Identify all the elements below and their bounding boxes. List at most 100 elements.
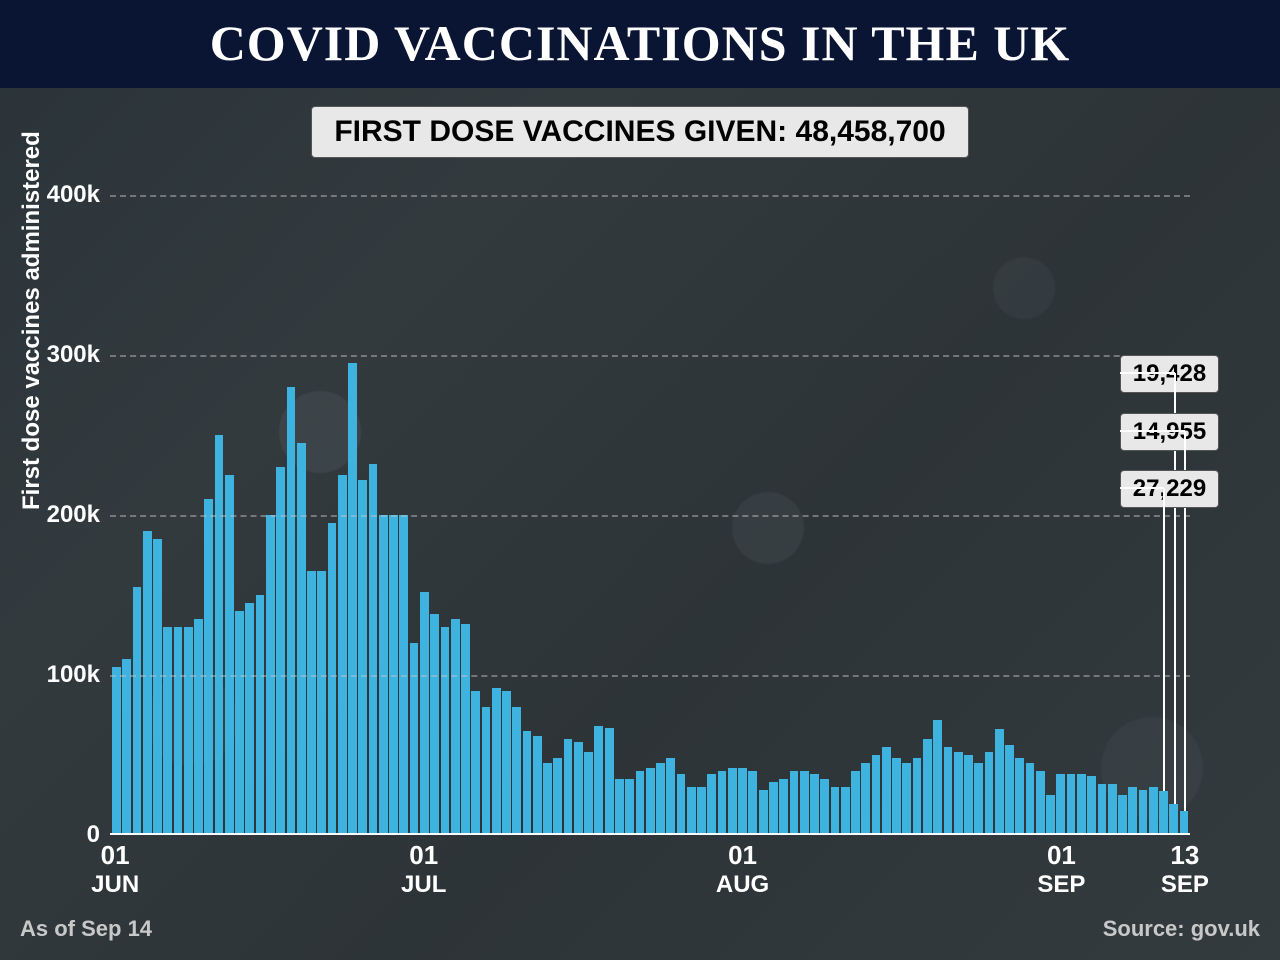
bar xyxy=(410,643,419,835)
bar xyxy=(1149,787,1158,835)
gridline xyxy=(110,195,1190,197)
bar xyxy=(163,627,172,835)
bar xyxy=(584,752,593,835)
bar xyxy=(800,771,809,835)
bar xyxy=(348,363,357,835)
bar xyxy=(1036,771,1045,835)
bar xyxy=(564,739,573,835)
y-tick-label: 400k xyxy=(47,181,100,209)
bar xyxy=(512,707,521,835)
bar xyxy=(338,475,347,835)
x-axis-line xyxy=(110,833,1190,835)
y-tick-label: 200k xyxy=(47,501,100,529)
bar xyxy=(1026,763,1035,835)
bar xyxy=(697,787,706,835)
bar xyxy=(1180,811,1189,835)
bar xyxy=(1139,790,1148,835)
bar xyxy=(769,782,778,835)
bar xyxy=(317,571,326,835)
bar xyxy=(1108,784,1117,835)
bar xyxy=(143,531,152,835)
bar xyxy=(718,771,727,835)
bar xyxy=(687,787,696,835)
bar xyxy=(523,731,532,835)
bar xyxy=(728,768,737,835)
bar xyxy=(543,763,552,835)
bar xyxy=(810,774,819,835)
bar xyxy=(1077,774,1086,835)
callout-leader xyxy=(1120,372,1175,374)
subtitle-wrap: FIRST DOSE VACCINES GIVEN: 48,458,700 xyxy=(0,106,1280,158)
footer-source: Source: gov.uk xyxy=(1103,916,1260,942)
bar xyxy=(974,763,983,835)
bar xyxy=(1015,758,1024,835)
bar xyxy=(174,627,183,835)
bar xyxy=(122,659,131,835)
bar xyxy=(235,611,244,835)
bar xyxy=(656,763,665,835)
bar xyxy=(851,771,860,835)
bar xyxy=(153,539,162,835)
bar xyxy=(1098,784,1107,835)
bar xyxy=(882,747,891,835)
subtitle-badge: FIRST DOSE VACCINES GIVEN: 48,458,700 xyxy=(311,106,968,158)
y-tick-label: 100k xyxy=(47,661,100,689)
bar xyxy=(1159,791,1168,835)
bar xyxy=(1046,795,1055,835)
bar xyxy=(369,464,378,835)
infographic-container: COVID VACCINATIONS IN THE UK FIRST DOSE … xyxy=(0,0,1280,960)
bar xyxy=(430,614,439,835)
bar xyxy=(225,475,234,835)
bar xyxy=(553,758,562,835)
bar xyxy=(913,758,922,835)
bar xyxy=(625,779,634,835)
bar xyxy=(358,480,367,835)
bar xyxy=(1056,774,1065,835)
bar xyxy=(482,707,491,835)
bar xyxy=(779,779,788,835)
bar xyxy=(707,774,716,835)
callout-label: 14,955 xyxy=(1120,413,1219,451)
callout-leader xyxy=(1120,430,1185,432)
bar xyxy=(615,779,624,835)
bar xyxy=(471,691,480,835)
gridline xyxy=(110,515,1190,517)
bar xyxy=(245,603,254,835)
bar xyxy=(605,728,614,835)
bar xyxy=(297,443,306,835)
bar xyxy=(636,771,645,835)
plot-area: 0100k200k300k400k01JUN01JUL01AUG01SEP13S… xyxy=(110,195,1190,835)
x-tick: 13SEP xyxy=(1161,835,1209,898)
y-tick-label: 300k xyxy=(47,341,100,369)
bar xyxy=(194,619,203,835)
bar xyxy=(861,763,870,835)
bar xyxy=(923,739,932,835)
y-axis-title: First dose vaccines administered xyxy=(18,131,46,510)
x-tick: 01SEP xyxy=(1037,835,1085,898)
bar xyxy=(1128,787,1137,835)
header-banner: COVID VACCINATIONS IN THE UK xyxy=(0,0,1280,88)
bar xyxy=(1005,745,1014,835)
bar xyxy=(964,755,973,835)
bar xyxy=(985,752,994,835)
bar xyxy=(502,691,511,835)
bar xyxy=(831,787,840,835)
bar xyxy=(276,467,285,835)
bar xyxy=(574,742,583,835)
bar xyxy=(759,790,768,835)
bar xyxy=(594,726,603,835)
callout-leader xyxy=(1163,488,1165,791)
bar xyxy=(892,758,901,835)
gridline xyxy=(110,355,1190,357)
bar xyxy=(112,667,121,835)
bar-chart: 0100k200k300k400k01JUN01JUL01AUG01SEP13S… xyxy=(110,195,1190,835)
bar xyxy=(215,435,224,835)
bar xyxy=(492,688,501,835)
bar xyxy=(533,736,542,835)
page-title: COVID VACCINATIONS IN THE UK xyxy=(0,14,1280,72)
x-tick: 01JUN xyxy=(91,835,139,898)
bar xyxy=(287,387,296,835)
bar xyxy=(954,752,963,835)
bar xyxy=(1169,804,1178,835)
bar xyxy=(461,624,470,835)
